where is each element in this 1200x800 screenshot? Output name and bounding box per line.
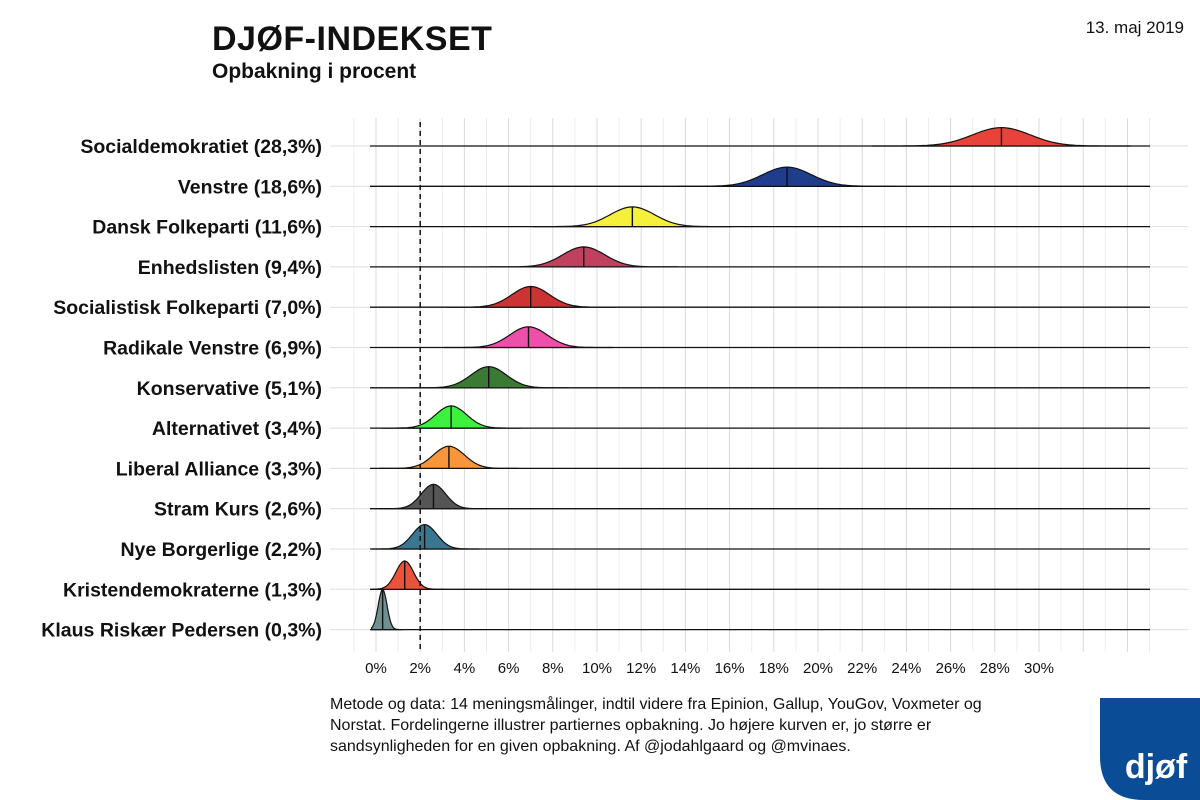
ridge-density — [371, 523, 480, 550]
party-label: Venstre (18,6%) — [178, 176, 322, 198]
x-tick-label: 22% — [847, 660, 877, 677]
x-tick-label: 24% — [891, 660, 921, 677]
x-tick-label: 8% — [542, 660, 564, 677]
x-tick-label: 12% — [626, 660, 656, 677]
x-tick-label: 4% — [454, 660, 476, 677]
method-footnote: Metode og data: 14 meningsmålinger, indt… — [330, 696, 982, 755]
logo-text: djøf — [1125, 748, 1188, 786]
x-tick-label: 10% — [582, 660, 612, 677]
x-tick-label: 26% — [936, 660, 966, 677]
x-tick-label: 20% — [803, 660, 833, 677]
party-label: Kristendemokraterne (1,3%) — [63, 579, 322, 601]
djof-logo: djøf — [1100, 698, 1200, 800]
party-label: Dansk Folkeparti (11,6%) — [92, 217, 322, 239]
party-label: Nye Borgerlige (2,2%) — [120, 539, 322, 561]
party-label: Stram Kurs (2,6%) — [154, 499, 322, 521]
x-tick-label: 6% — [498, 660, 520, 677]
x-tick-label: 2% — [409, 660, 431, 677]
party-label: Socialdemokratiet (28,3%) — [80, 136, 322, 158]
x-tick-label: 0% — [365, 660, 387, 677]
party-label: Socialistisk Folkeparti (7,0%) — [53, 297, 322, 319]
logo-shape — [1100, 698, 1200, 800]
x-tick-label: 14% — [670, 660, 700, 677]
party-label: Radikale Venstre (6,9%) — [103, 338, 322, 360]
x-tick-label: 30% — [1024, 660, 1054, 677]
x-tick-label: 18% — [759, 660, 789, 677]
party-label: Enhedslisten (9,4%) — [138, 257, 322, 279]
party-label: Konservative (5,1%) — [137, 378, 322, 400]
chart-title: DJØF-INDEKSET — [212, 20, 493, 58]
party-label: Klaus Riskær Pedersen (0,3%) — [41, 620, 322, 642]
ridge-density — [370, 589, 403, 631]
x-tick-label: 28% — [980, 660, 1010, 677]
ridge-density — [371, 560, 445, 590]
chart-subtitle: Opbakning i procent — [212, 60, 417, 83]
ridgeline-chart: Socialdemokratiet (28,3%) Venstre (18,6%)… — [41, 118, 1188, 677]
party-label: Alternativet (3,4%) — [152, 418, 322, 440]
date-label: 13. maj 2019 — [1085, 18, 1184, 37]
x-tick-label: 16% — [715, 660, 745, 677]
party-label: Liberal Alliance (3,3%) — [116, 458, 322, 480]
